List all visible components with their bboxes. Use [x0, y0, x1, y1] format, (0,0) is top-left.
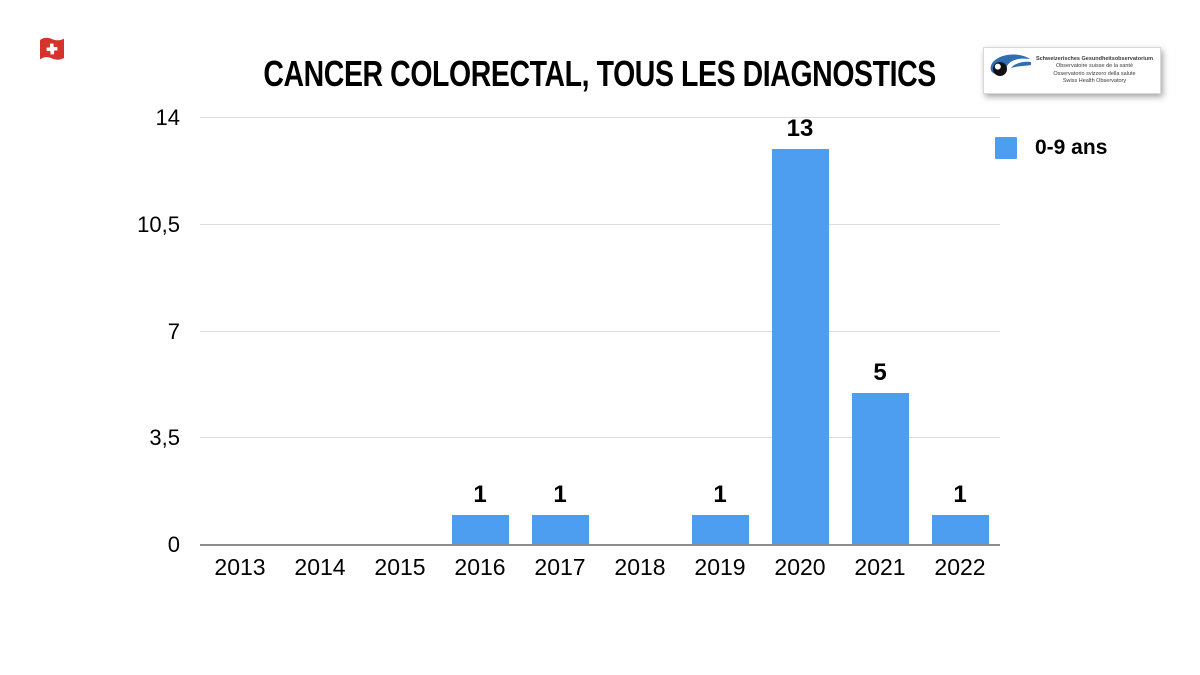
y-axis-labels: 0 3,5 7 10,5 14: [95, 105, 190, 557]
bar-2016: [451, 514, 509, 545]
obsan-logo: Schweizerisches Gesundheitsobservatorium…: [983, 47, 1161, 94]
legend: 0-9 ans: [995, 136, 1107, 160]
bar-2021: [851, 392, 909, 545]
obsan-logo-line-en: Swiss Health Observatory: [1062, 77, 1127, 84]
bar-value-label-2017: 1: [553, 480, 567, 508]
y-axis-tick-label: 0: [167, 532, 180, 557]
legend-swatch-0-9-ans: [995, 137, 1017, 159]
x-axis-tick-label: 2017: [534, 554, 586, 580]
gridline: [200, 223, 1000, 225]
gridline: [200, 437, 1000, 439]
bar-value-label-2020: 13: [786, 114, 814, 142]
x-axis-tick-label: 2016: [454, 554, 506, 580]
gridline: [200, 117, 1000, 118]
y-axis-tick-label: 10,5: [137, 211, 180, 237]
bar-value-label-2016: 1: [473, 480, 487, 508]
x-axis-tick-label: 2018: [614, 554, 666, 580]
legend-label: 0-9 ans: [1035, 136, 1108, 159]
x-axis-tick-label: 2021: [854, 554, 906, 580]
x-axis-tick-label: 2013: [214, 554, 266, 580]
x-axis-tick-label: 2015: [374, 554, 426, 580]
x-axis-labels: 2013 2014 2015 2016 2017 2018 2019 2020 2021 2022: [200, 554, 1000, 584]
y-axis-tick-label: 7: [167, 318, 180, 344]
bar-2019: [691, 514, 749, 545]
x-axis-tick-label: 2019: [694, 554, 746, 580]
bar-value-label-2021: 5: [873, 358, 887, 386]
gridline: [200, 330, 1000, 332]
obsan-logo-line-de: Schweizerisches Gesundheitsobservatorium: [1035, 56, 1154, 63]
swiss-flag-icon: [38, 35, 66, 65]
y-axis-tick-label: 3,5: [149, 425, 180, 451]
bar-2017: [531, 514, 589, 545]
obsan-logo-line-it: Osservatorio svizzero della salute: [1053, 70, 1136, 77]
bar-2020: [771, 148, 829, 545]
bar-2022: [931, 514, 989, 545]
obsan-logo-line-fr: Observatoire suisse de la santé: [1055, 63, 1134, 70]
chart-title: CANCER COLORECTAL, TOUS LES DIAGNOSTICS: [0, 53, 1200, 95]
obsan-logo-text: Schweizerisches Gesundheitsobservatorium…: [1034, 56, 1155, 85]
obsan-eye-icon: [988, 52, 1032, 89]
bar-value-label-2019: 1: [713, 480, 727, 508]
plot-area: 1 1 1 13 5 1: [200, 114, 1000, 546]
x-axis-tick-label: 2014: [294, 554, 346, 580]
x-axis-tick-label: 2020: [774, 554, 826, 580]
chart-title-text: CANCER COLORECTAL, TOUS LES DIAGNOSTICS: [263, 53, 937, 94]
x-axis-line: [200, 544, 1000, 546]
bar-value-label-2022: 1: [953, 480, 967, 508]
y-axis-tick-label: 14: [155, 105, 180, 130]
x-axis-tick-label: 2022: [934, 554, 986, 580]
